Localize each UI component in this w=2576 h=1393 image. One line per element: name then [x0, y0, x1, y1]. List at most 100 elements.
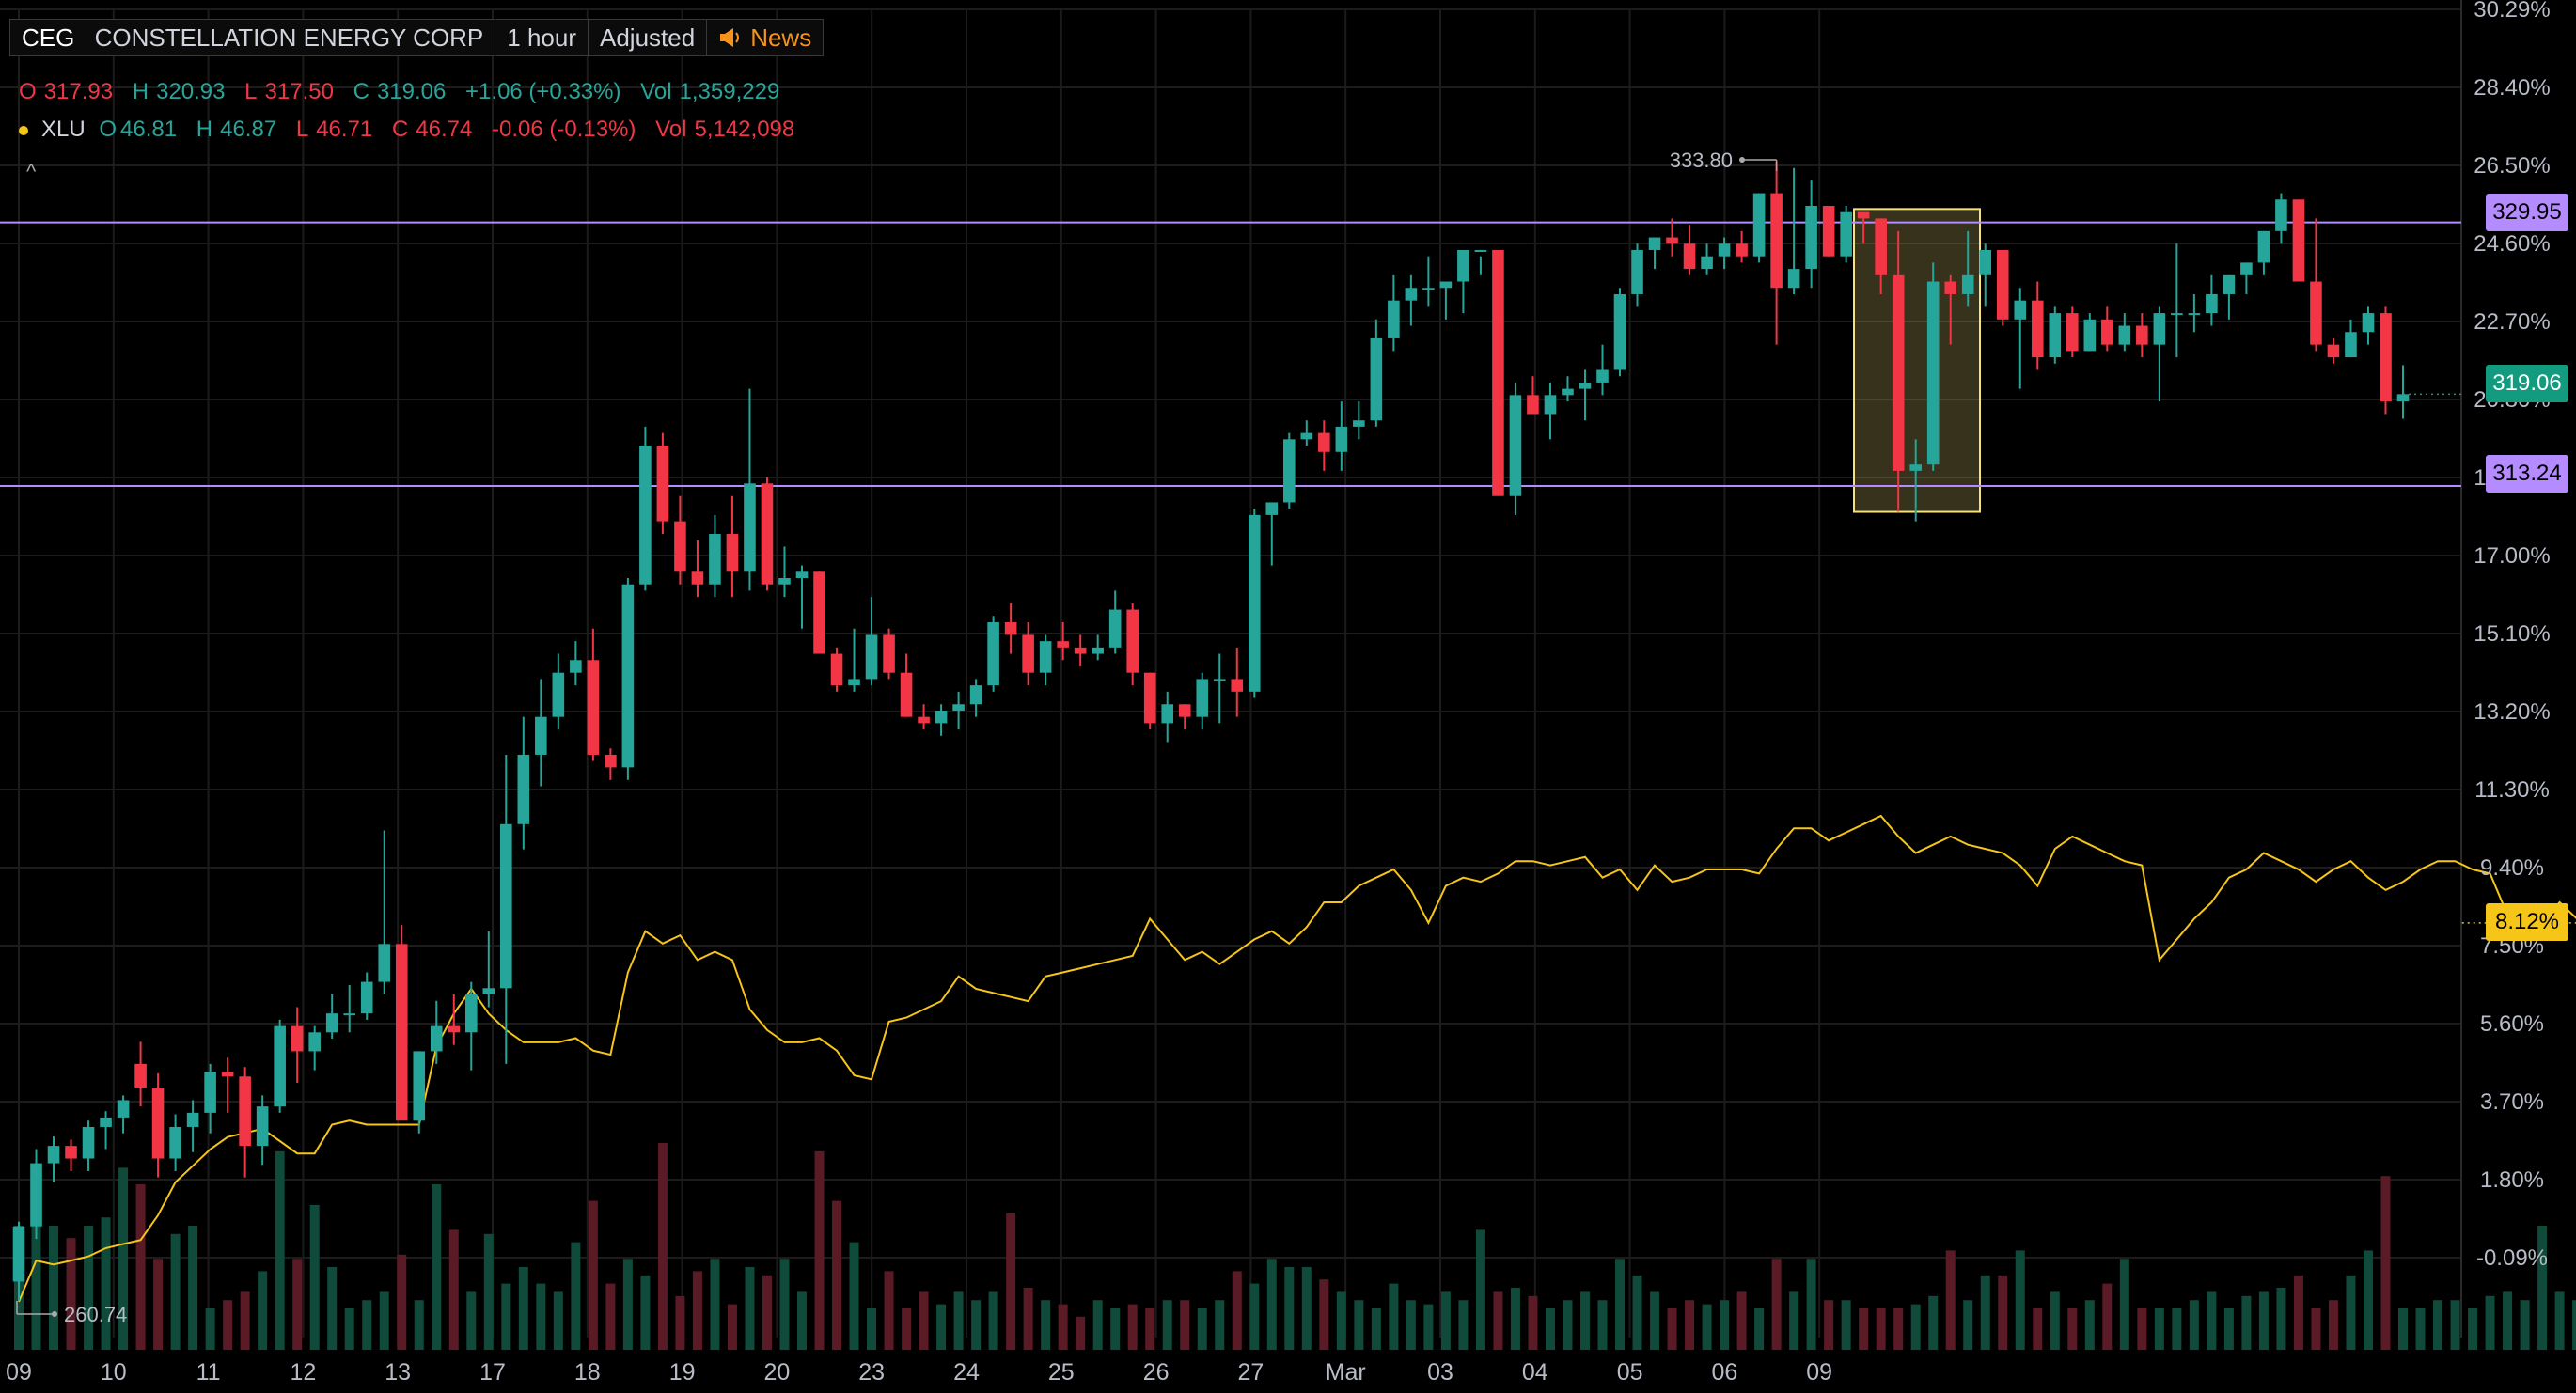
symbol-ticker: CEG — [22, 23, 75, 52]
candle-body — [1996, 249, 2009, 320]
candle-body — [2362, 313, 2375, 333]
volume-bar — [397, 1254, 407, 1350]
volume-bar — [414, 1300, 424, 1350]
volume-bar — [1771, 1259, 1782, 1350]
volume-bar — [1754, 1308, 1765, 1350]
x-axis[interactable]: 09 10 11 12 13 17 18 19 20 23 24 25 26 27 Mar 03 04 05 06 0… — [6, 1359, 1832, 1385]
volume-bar — [2311, 1308, 2321, 1350]
volume-bar — [849, 1242, 859, 1350]
symbol-box[interactable]: CEG CONSTELLATION ENERGY CORP — [9, 19, 496, 56]
volume-bar — [832, 1200, 842, 1350]
volume-bar — [1110, 1308, 1121, 1350]
collapse-legend-button[interactable]: ^ — [26, 160, 37, 183]
volume-bar — [588, 1200, 598, 1350]
candle-body — [204, 1072, 216, 1113]
candle-body — [308, 1032, 321, 1052]
candle-body — [778, 578, 791, 585]
highlight-box[interactable] — [1853, 208, 1981, 513]
candle-body — [1039, 641, 1052, 673]
candle-body — [482, 988, 495, 995]
volume-bar — [1667, 1308, 1677, 1350]
o-label: O — [19, 79, 37, 104]
candle-body — [1544, 395, 1557, 415]
megaphone-icon — [720, 28, 740, 47]
x-tick-label: 09 — [1806, 1359, 1832, 1385]
lower-line-price-tag[interactable]: 313.24 — [2486, 455, 2568, 493]
low-value: 317.50 — [264, 79, 334, 104]
volume-bar — [309, 1205, 320, 1350]
y-tick-label: 13.20% — [2474, 699, 2550, 725]
volume-bar — [483, 1233, 494, 1350]
high-marker-dot — [1739, 157, 1745, 163]
c-label: C — [353, 79, 369, 104]
candle-body — [1283, 439, 1296, 503]
volume-bar — [536, 1283, 546, 1350]
y-axis[interactable]: 30.29%28.40%26.50%24.60%22.70%20.80%18.9… — [2474, 0, 2550, 1271]
volume-bar — [1127, 1304, 1138, 1350]
candle-body — [1388, 300, 1400, 338]
volume-bar — [2468, 1308, 2478, 1350]
volume-bar — [675, 1295, 685, 1350]
candle-body — [1596, 369, 1609, 383]
volume-bar — [1266, 1259, 1277, 1350]
volume-bar — [1998, 1275, 2008, 1350]
volume-bar — [2398, 1308, 2408, 1350]
volume-bar — [762, 1275, 772, 1350]
volume-bar — [2503, 1291, 2513, 1350]
volume-bar — [796, 1291, 807, 1350]
volume-bar — [1702, 1304, 1712, 1350]
volume-bar — [1336, 1291, 1346, 1350]
candle-body — [2171, 313, 2183, 316]
volume-bar — [223, 1300, 233, 1350]
candle-body — [1787, 269, 1800, 289]
candle-body — [952, 704, 965, 711]
y-tick-label: 15.10% — [2474, 621, 2550, 647]
volume-bar — [1371, 1308, 1381, 1350]
volume-bar — [31, 1164, 41, 1350]
volume-bar — [2102, 1283, 2113, 1350]
xlu-o-label: O — [99, 117, 118, 142]
candle-body — [1353, 420, 1365, 427]
candle-body — [813, 571, 825, 654]
upper-line-price-tag[interactable]: 329.95 — [2486, 194, 2568, 231]
xlu-volume-value: 5,142,098 — [694, 117, 795, 142]
candle-body — [605, 754, 617, 768]
volume-bar — [501, 1283, 511, 1350]
volume-bar — [432, 1184, 442, 1350]
low-marker-dot — [52, 1311, 57, 1317]
x-tick-label: 09 — [6, 1359, 32, 1385]
volume-bar — [188, 1226, 198, 1350]
candle-body — [1074, 647, 1087, 654]
candle-body — [1736, 243, 1748, 257]
volume-bar — [1528, 1295, 1538, 1350]
candle-body — [2014, 300, 2027, 320]
volume-bar — [1510, 1288, 1520, 1350]
volume-bar — [2433, 1300, 2443, 1350]
volume-bar — [448, 1229, 459, 1350]
xlu-open-value: 46.81 — [120, 117, 178, 142]
volume-bar — [2450, 1300, 2460, 1350]
candle-body — [517, 754, 530, 824]
candle-body — [744, 483, 756, 572]
candle-body — [1944, 281, 1957, 294]
volume-bar — [1301, 1267, 1312, 1350]
candle-body — [1770, 193, 1783, 289]
news-button[interactable]: News — [707, 19, 825, 56]
volume-bar — [1458, 1300, 1469, 1350]
candle-body — [552, 672, 565, 717]
horizontal-lines[interactable] — [0, 221, 2461, 488]
volume-bar — [66, 1238, 76, 1350]
xlu-symbol[interactable]: XLU — [41, 117, 86, 142]
adjustment-button[interactable]: Adjusted — [589, 19, 708, 56]
volume-bar — [622, 1259, 633, 1350]
volume-bar — [2520, 1300, 2530, 1350]
volume-bar — [101, 1217, 111, 1350]
xlu-change-value: -0.06 (-0.13%) — [492, 117, 636, 142]
candle-body — [621, 584, 635, 768]
volume-bar — [2380, 1176, 2391, 1350]
candle-body — [256, 1106, 269, 1147]
candle-body — [691, 571, 704, 585]
volume-bar — [1685, 1300, 1695, 1350]
interval-button[interactable]: 1 hour — [495, 19, 589, 56]
